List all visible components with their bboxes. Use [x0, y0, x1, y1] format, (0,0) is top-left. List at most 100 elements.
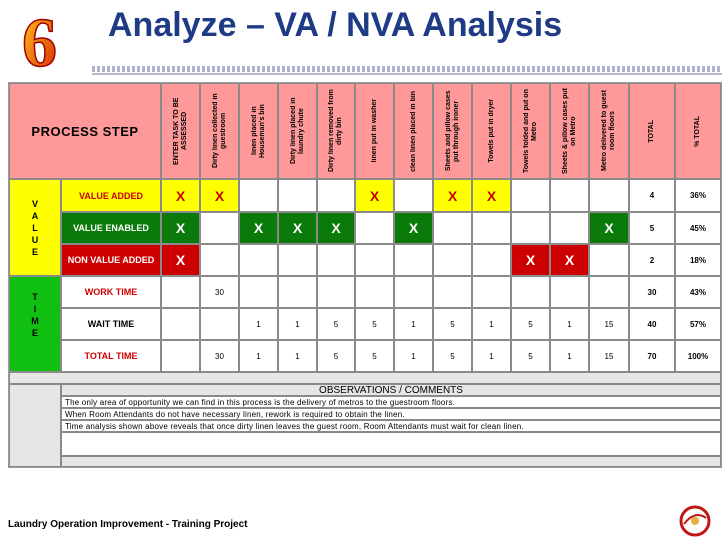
- title-underline: [92, 73, 722, 75]
- time-letter: I: [33, 304, 37, 314]
- x-mark-text: X: [447, 187, 458, 204]
- x-mark: X: [394, 212, 433, 244]
- time-cell: 1: [550, 340, 589, 372]
- time-cell: [161, 340, 200, 372]
- time-cell: 1: [278, 308, 317, 340]
- time-cell: 1: [239, 340, 278, 372]
- time-cell: 1: [472, 308, 511, 340]
- time-cell: [317, 276, 355, 308]
- time-cell: [161, 276, 200, 308]
- time-value: 1: [567, 319, 572, 329]
- empty-cell: [433, 212, 472, 244]
- empty-cell: [472, 244, 511, 276]
- empty-cell: [200, 212, 239, 244]
- column-header: linen placed in Houseman's bin: [239, 83, 278, 179]
- empty-cell: [589, 179, 629, 212]
- footer-text: Laundry Operation Improvement - Training…: [8, 519, 248, 530]
- time-cell: 5: [355, 308, 394, 340]
- time-letter: M: [31, 316, 39, 326]
- time-cell: 15: [589, 308, 629, 340]
- time-value: 15: [604, 319, 614, 329]
- page-title: Analyze – VA / NVA Analysis: [108, 6, 563, 44]
- row-percent: 100%: [675, 340, 721, 372]
- va-nva-table: PROCESS STEP ENTER TASK TO BE ASSESSED Dir…: [8, 82, 722, 468]
- empty-cell: [278, 179, 317, 212]
- row-percent: 45%: [675, 212, 721, 244]
- row-percent-value: 18%: [689, 255, 706, 265]
- time-cell: [433, 276, 472, 308]
- row-percent-value: 36%: [689, 191, 706, 200]
- time-cell: [589, 276, 629, 308]
- time-cell: 5: [433, 308, 472, 340]
- time-value: 5: [528, 351, 533, 361]
- row-percent-value: 43%: [689, 287, 706, 297]
- value-letter: E: [31, 246, 38, 257]
- empty-cell: [239, 179, 278, 212]
- column-header-label: Sheets & pillow cases put on Metro: [561, 88, 577, 174]
- observation-line: The only area of opportunity we can find…: [61, 396, 721, 408]
- time-value: 5: [528, 319, 533, 329]
- empty-cell: [472, 212, 511, 244]
- column-header: linen put in washer: [355, 83, 394, 179]
- x-mark: X: [278, 212, 317, 244]
- time-cell: [511, 276, 550, 308]
- row-percent-value: 45%: [689, 223, 706, 233]
- x-mark-text: X: [214, 187, 225, 204]
- time-value: 1: [489, 351, 494, 361]
- six-sigma-logo: 6: [21, 6, 58, 72]
- time-value: 1: [295, 351, 300, 361]
- row-percent: 57%: [675, 308, 721, 340]
- x-mark: X: [511, 244, 550, 276]
- time-cell: 5: [355, 340, 394, 372]
- column-header-label: Towels folded and put on Metro: [522, 89, 538, 173]
- row-total-value: 2: [649, 255, 655, 265]
- empty-cell: [511, 212, 550, 244]
- x-mark-text: X: [604, 220, 614, 236]
- empty-cell: [278, 244, 317, 276]
- time-cell: [394, 276, 433, 308]
- time-value: 1: [256, 351, 261, 361]
- time-value: 5: [333, 351, 339, 361]
- value-letter: U: [31, 234, 39, 245]
- row-total-value: 5: [649, 223, 655, 233]
- row-total-value: 4: [649, 191, 655, 200]
- row-percent: 43%: [675, 276, 721, 308]
- value-row-label: VALUE ADDED: [61, 179, 161, 212]
- row-total: 70: [629, 340, 675, 372]
- x-mark-text: X: [564, 252, 575, 268]
- time-cell: 1: [550, 308, 589, 340]
- empty-cell: [355, 212, 394, 244]
- value-letter: A: [31, 210, 39, 221]
- column-header-label: clean linen placed in bin: [409, 90, 417, 172]
- time-cell: 5: [433, 340, 472, 372]
- time-cell: 1: [472, 340, 511, 372]
- time-value: 30: [215, 351, 224, 361]
- empty-cell: [317, 244, 355, 276]
- process-step-label: PROCESS STEP: [31, 123, 139, 139]
- x-mark-text: X: [292, 220, 303, 236]
- x-mark-text: X: [486, 187, 497, 204]
- time-row-label: WORK TIME: [61, 276, 161, 308]
- empty-cell: [589, 244, 629, 276]
- row-total: 40: [629, 308, 675, 340]
- total-header: TOTAL: [629, 83, 675, 179]
- time-cell: 5: [511, 340, 550, 372]
- column-header-label: Dirty linen removed from dirty bin: [328, 89, 343, 173]
- x-mark-text: X: [408, 220, 419, 236]
- x-mark: X: [550, 244, 589, 276]
- time-value: 15: [604, 351, 614, 361]
- time-letter: E: [31, 328, 38, 338]
- time-cell: 5: [511, 308, 550, 340]
- row-total: 2: [629, 244, 675, 276]
- row-total: 30: [629, 276, 675, 308]
- empty-cell: [355, 244, 394, 276]
- empty-cell: [550, 212, 589, 244]
- observation-text: When Room Attendants do not have necessa…: [65, 409, 405, 419]
- column-header-label: ENTER TASK TO BE ASSESSED: [172, 97, 188, 165]
- time-value: 1: [295, 319, 300, 329]
- empty-cell: [317, 179, 355, 212]
- time-cell: 5: [317, 340, 355, 372]
- row-label-text: WORK TIME: [84, 287, 138, 297]
